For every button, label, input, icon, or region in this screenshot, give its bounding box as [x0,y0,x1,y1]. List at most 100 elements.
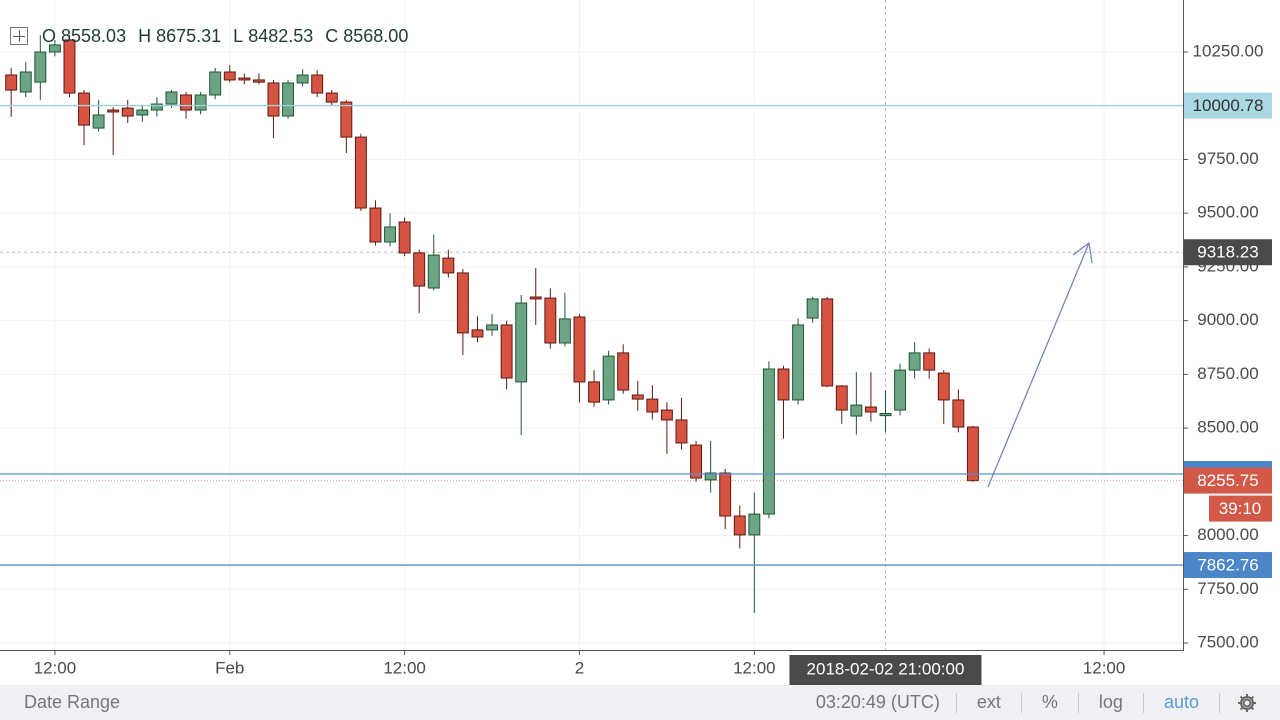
candle-body [136,109,149,116]
candle-body [777,368,790,401]
candle-body [19,71,32,93]
candle-body [456,272,469,334]
y-tick-label: 10250.00 [1193,41,1264,60]
legend-value: 8558.03 [61,25,127,46]
candle-body [733,515,746,536]
candle-body [923,352,936,371]
separator [955,692,957,713]
y-tick-label: 9500.00 [1197,203,1258,222]
candle-body [558,318,571,344]
candle-body [209,71,222,96]
candle-body [762,368,775,515]
candle-body [631,394,644,400]
candle-body [850,404,863,417]
candle-body [835,385,848,411]
candle-body [486,324,499,331]
candle-body [660,409,673,421]
legend-key: C [325,25,339,46]
last-price-label-box [1184,467,1272,494]
axes: 7500.00 7750.00 8000.00 8500.00 8750.00 9000.… [34,41,1264,677]
candle-body [515,302,528,383]
price-line-label-text: 7862.76 [1197,556,1258,575]
price-line-label-box [1184,92,1272,119]
candle-body [78,92,90,126]
candle-body [937,372,950,401]
trend-arrow [987,241,1093,488]
candle-body [63,39,76,94]
legend-value: 8675.31 [156,25,222,46]
candle-body [442,257,455,274]
candle-body [398,221,411,254]
y-tick-label: 8500.00 [1197,418,1258,437]
y-tick-label: 8000.00 [1197,525,1258,544]
separator [1020,692,1022,713]
candle-body [194,94,207,111]
candle-body [238,77,251,81]
clock: 03:20:49 (UTC) [815,692,940,712]
candle-body [471,329,484,338]
price-line-label-box [1184,552,1272,579]
candle-body [966,426,979,482]
x-tick-label: 12:00 [383,658,426,677]
crosshair-icon[interactable] [10,27,28,45]
countdown-box [1209,495,1272,522]
candle-body [296,74,309,84]
background [0,0,1280,685]
x-tick-label: Feb [215,658,244,677]
candle-body [500,324,513,379]
candle-body [719,472,732,517]
candle-body [311,74,324,94]
candle-body [165,91,178,105]
crosshair-price-label-box [1184,239,1272,266]
separator [1077,692,1079,713]
candle-body [675,419,688,444]
crosshair-time-box [789,655,982,685]
candle-body [588,381,601,403]
crosshair-price-label-text: 9318.23 [1197,243,1258,262]
date-range-button[interactable]: Date Range [24,692,121,712]
candle-body [617,352,630,391]
y-tick-label: 7500.00 [1197,632,1258,651]
toolbar-button[interactable]: ext [976,692,1001,712]
ohlc-legend: O 8558.03 H 8675.31 L 8482.53 C 8568.00 [10,24,420,48]
chart: 7500.00 7750.00 8000.00 8500.00 8750.00 9000.… [0,0,1280,685]
x-tick-label: 2 [575,658,584,677]
axis-labels: 10000.788286.547862.768255.7539:109318.2… [789,92,1272,685]
x-tick-label: 12:00 [1083,658,1126,677]
separator [1142,692,1144,713]
candle-body [529,296,542,300]
legend-key: H [138,25,152,46]
y-tick-label: 9750.00 [1197,149,1258,168]
candle-body [573,316,586,383]
candle-body [340,101,353,138]
candle-body [704,472,717,481]
x-tick-label: 12:00 [733,658,776,677]
y-tick-label: 8750.00 [1197,364,1258,383]
candle-body [180,94,192,111]
countdown-text: 39:10 [1219,499,1262,518]
y-tick-label: 9000.00 [1197,310,1258,329]
settings-button[interactable] [1236,692,1258,714]
arrow-shaft [987,242,1090,488]
legend-value: 8568.00 [343,25,409,46]
candle-body [267,82,280,117]
candle-body [806,298,819,319]
price-line-label-text: 10000.78 [1193,96,1264,115]
candle-body [48,44,61,53]
candle-body [690,444,703,479]
toolbar-button[interactable]: % [1041,692,1058,712]
legend-value: 8482.53 [248,25,314,46]
candle-body [369,207,382,243]
candle-body [602,355,615,401]
candle-body [384,226,397,243]
toolbar-button[interactable]: log [1098,692,1123,712]
candle-body [34,51,47,83]
candle-body [544,297,557,344]
candle-body [121,107,134,117]
candle-body [748,513,761,536]
separator [1219,692,1220,713]
last-price-label-text: 8255.75 [1197,471,1258,490]
toolbar-button[interactable]: auto [1163,692,1199,712]
candle-body [413,252,426,287]
